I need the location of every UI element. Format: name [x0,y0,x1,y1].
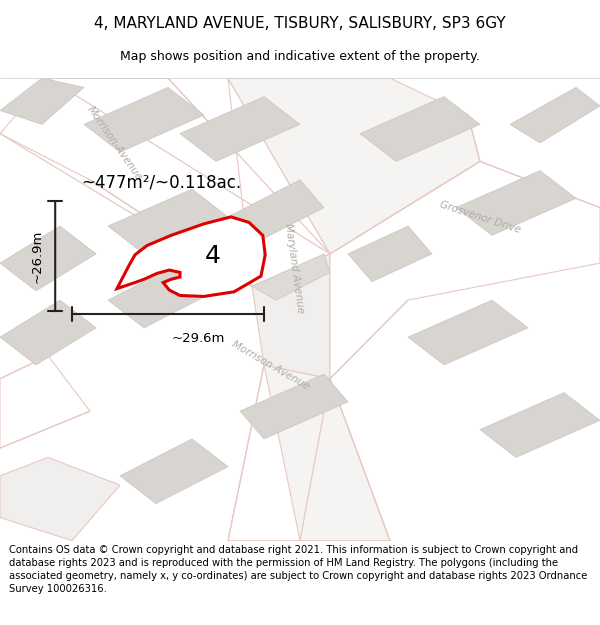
Text: ~477m²/~0.118ac.: ~477m²/~0.118ac. [81,173,241,191]
Polygon shape [240,374,348,439]
Text: ~26.9m: ~26.9m [30,229,43,283]
Text: Morrison-Avenue: Morrison-Avenue [85,104,143,182]
Polygon shape [228,78,330,286]
Polygon shape [252,254,330,300]
Polygon shape [456,171,576,236]
Text: Contains OS data © Crown copyright and database right 2021. This information is : Contains OS data © Crown copyright and d… [9,545,587,594]
Polygon shape [180,97,300,161]
Text: Morrison Avenue: Morrison Avenue [230,339,310,391]
Polygon shape [480,392,600,458]
Polygon shape [348,226,432,282]
Text: ~29.6m: ~29.6m [172,332,224,346]
Polygon shape [252,254,330,379]
Polygon shape [228,78,480,254]
Polygon shape [360,97,480,161]
Polygon shape [108,263,216,328]
Polygon shape [228,78,390,254]
Polygon shape [0,356,90,448]
Text: 4: 4 [205,244,221,268]
Text: 4, MARYLAND AVENUE, TISBURY, SALISBURY, SP3 6GY: 4, MARYLAND AVENUE, TISBURY, SALISBURY, … [94,16,506,31]
Polygon shape [84,88,204,152]
Polygon shape [0,300,96,365]
Polygon shape [264,365,390,541]
Polygon shape [408,300,528,365]
Polygon shape [120,439,228,504]
Polygon shape [0,78,84,124]
Polygon shape [0,458,120,541]
Polygon shape [228,180,324,244]
Polygon shape [108,189,228,254]
Polygon shape [228,365,330,541]
Text: Map shows position and indicative extent of the property.: Map shows position and indicative extent… [120,50,480,62]
Polygon shape [0,226,96,291]
Polygon shape [330,161,600,379]
Polygon shape [117,217,265,296]
Polygon shape [510,88,600,143]
Text: Maryland Avenue: Maryland Avenue [283,222,305,313]
Polygon shape [0,78,330,286]
Text: Grosvenor Drive: Grosvenor Drive [438,199,522,235]
